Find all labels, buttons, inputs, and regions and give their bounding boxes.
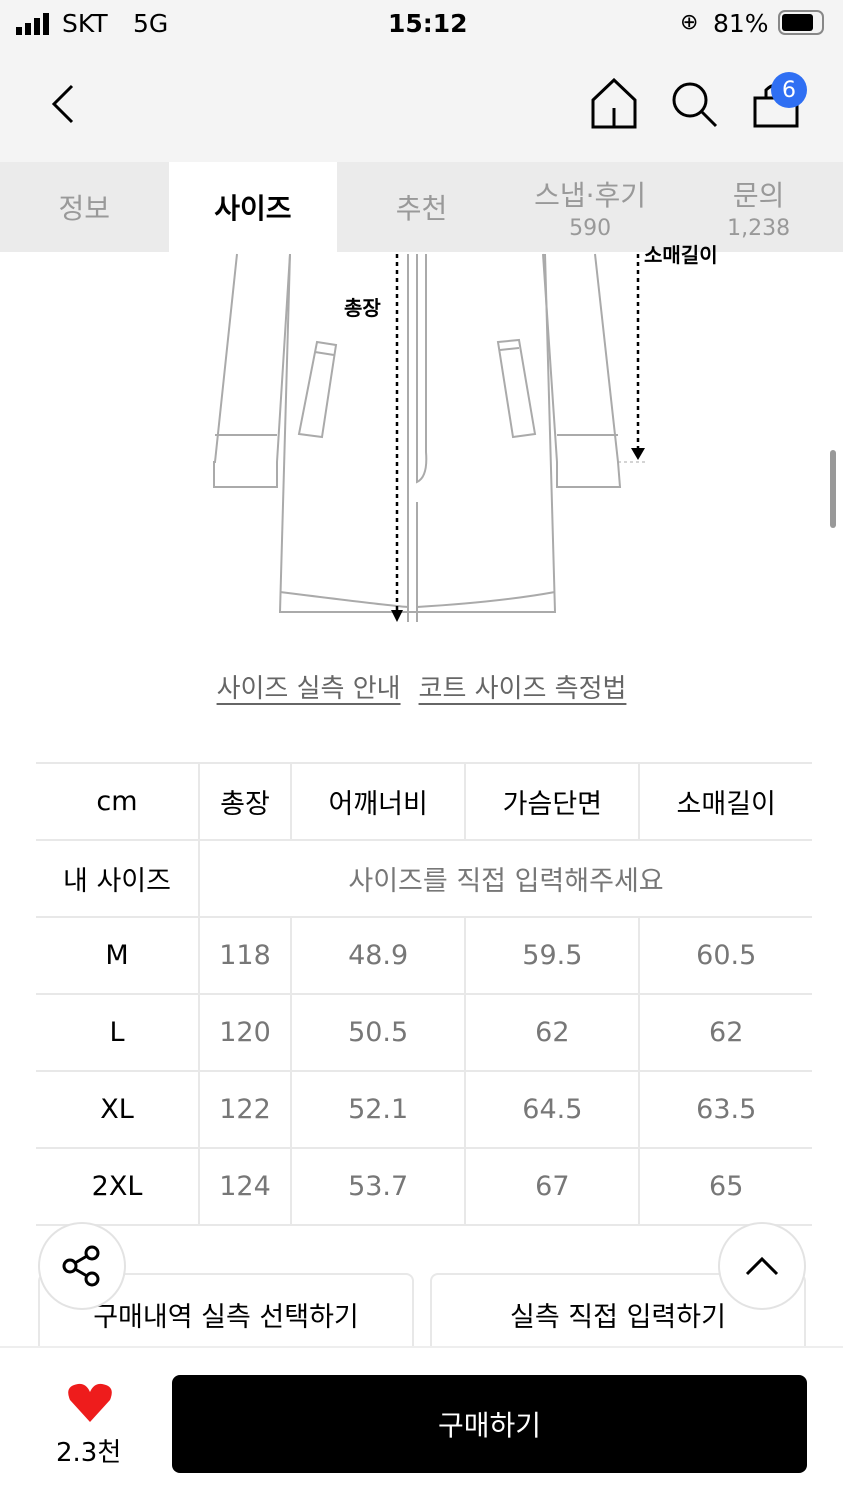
value-cell: 64.5 (464, 1071, 640, 1149)
value-cell: 62 (638, 994, 812, 1072)
my-size-row[interactable]: 내 사이즈 사이즈를 직접 입력해주세요 (36, 840, 812, 918)
tab-size[interactable]: 사이즈 (168, 162, 338, 252)
tab-label: 문의 (732, 178, 785, 212)
value-cell: 60.5 (638, 917, 812, 995)
table-header-row: cm 총장 어깨너비 가슴단면 소매길이 (36, 762, 812, 841)
value-cell: 59.5 (464, 917, 640, 995)
top-nav: 6 (0, 50, 843, 162)
cart-badge: 6 (771, 72, 807, 108)
size-guide-link[interactable]: 사이즈 실측 안내 (216, 674, 401, 704)
search-icon[interactable] (670, 80, 720, 134)
carrier: SKT (62, 9, 108, 38)
signal-icon (16, 12, 52, 41)
my-size-prompt[interactable]: 사이즈를 직접 입력해주세요 (198, 840, 812, 918)
tab-label: 스냅·후기 (534, 178, 647, 212)
share-button[interactable] (38, 1222, 126, 1310)
tab-count: 1,238 (727, 215, 791, 241)
length-label: 총장 (344, 296, 381, 320)
rotation-lock-icon: ⊕ (680, 10, 699, 35)
like-count: 2.3천 (56, 1438, 122, 1468)
back-icon[interactable] (48, 82, 78, 130)
scroll-top-button[interactable] (718, 1222, 806, 1310)
coat-size-diagram (213, 253, 648, 622)
tab-label: 추천 (395, 192, 448, 225)
tab-reviews[interactable]: 스냅·후기 590 (506, 162, 675, 252)
value-cell: 62 (464, 994, 640, 1072)
size-links: 사이즈 실측 안내 코트 사이즈 측정법 (0, 668, 843, 705)
size-cell: 2XL (36, 1148, 199, 1226)
value-cell: 50.5 (290, 994, 466, 1072)
table-row: M 118 48.9 59.5 60.5 (36, 917, 812, 995)
header-cell: 가슴단면 (464, 762, 640, 841)
sleeve-label: 소매길이 (644, 243, 718, 267)
network: 5G (133, 9, 169, 38)
chevron-up-icon (745, 1256, 779, 1276)
my-size-label: 내 사이즈 (36, 840, 199, 918)
clock: 15:12 (388, 9, 468, 38)
value-cell: 67 (464, 1148, 640, 1226)
table-row: XL 122 52.1 64.5 63.5 (36, 1071, 812, 1149)
table-row: 2XL 124 53.7 67 65 (36, 1148, 812, 1226)
size-cell: L (36, 994, 199, 1072)
tab-count: 590 (569, 215, 612, 241)
home-icon[interactable] (590, 77, 638, 134)
value-cell: 124 (197, 1148, 292, 1226)
share-icon (62, 1245, 100, 1287)
value-cell: 122 (197, 1071, 292, 1149)
coat-measure-link[interactable]: 코트 사이즈 측정법 (418, 674, 627, 704)
tab-info[interactable]: 정보 (0, 162, 169, 252)
value-cell: 53.7 (290, 1148, 466, 1226)
value-cell: 65 (638, 1148, 812, 1226)
value-cell: 118 (197, 917, 292, 995)
battery-icon (778, 10, 824, 35)
buy-button[interactable]: 구매하기 (172, 1375, 807, 1473)
status-bar: SKT 5G 15:12 ⊕ 81% (0, 0, 843, 50)
value-cell: 120 (197, 994, 292, 1072)
size-table: cm 총장 어깨너비 가슴단면 소매길이 내 사이즈 사이즈를 직접 입력해주세… (36, 762, 812, 1226)
tab-label: 사이즈 (214, 192, 292, 225)
battery-percent: 81% (713, 9, 769, 38)
header-cell: 어깨너비 (290, 762, 466, 841)
tab-bar: 정보 사이즈 추천 스냅·후기 590 문의 1,238 (0, 162, 843, 252)
size-cell: M (36, 917, 199, 995)
tab-recommend[interactable]: 추천 (337, 162, 506, 252)
header-cell: 소매길이 (638, 762, 812, 841)
heart-icon[interactable] (66, 1382, 114, 1428)
header-cell: cm (36, 762, 199, 841)
tab-label: 정보 (58, 192, 111, 225)
header-cell: 총장 (197, 762, 292, 841)
size-cell: XL (36, 1071, 199, 1149)
table-row: L 120 50.5 62 62 (36, 994, 812, 1072)
value-cell: 52.1 (290, 1071, 466, 1149)
value-cell: 63.5 (638, 1071, 812, 1149)
scrollbar[interactable] (830, 450, 836, 528)
value-cell: 48.9 (290, 917, 466, 995)
tab-inquiry[interactable]: 문의 1,238 (674, 162, 843, 252)
